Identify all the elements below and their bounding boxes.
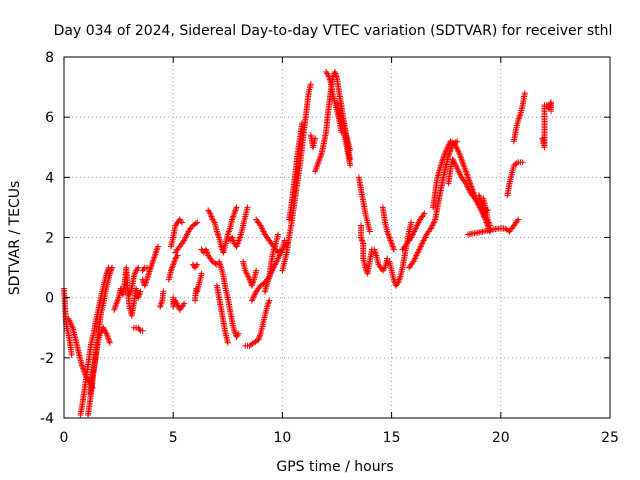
data-point xyxy=(217,261,224,268)
data-point xyxy=(521,90,528,97)
data-point xyxy=(154,245,161,252)
data-point xyxy=(275,231,282,238)
data-point xyxy=(151,254,158,261)
data-point xyxy=(178,219,185,226)
x-axis-title: GPS time / hours xyxy=(276,459,393,475)
y-tick-label: 2 xyxy=(45,231,54,247)
y-tick-label: 6 xyxy=(45,110,54,126)
x-tick-label: 0 xyxy=(60,430,69,446)
y-tick-label: 4 xyxy=(45,170,54,186)
data-point xyxy=(265,300,272,307)
data-point xyxy=(151,252,158,259)
data-point xyxy=(145,271,152,278)
data-point xyxy=(519,159,526,166)
y-tick-label: -2 xyxy=(40,351,54,367)
data-point xyxy=(140,266,147,273)
data-point xyxy=(486,222,493,229)
x-tick-label: 5 xyxy=(169,430,178,446)
data-point xyxy=(516,114,523,121)
data-point xyxy=(359,237,366,244)
data-point xyxy=(149,259,156,266)
data-point xyxy=(548,108,555,115)
data-point xyxy=(225,228,232,235)
data-point xyxy=(149,260,156,267)
data-point xyxy=(136,326,143,333)
x-tick-label: 25 xyxy=(601,430,619,446)
data-point xyxy=(192,220,199,227)
data-point xyxy=(150,257,157,264)
data-point xyxy=(505,227,512,234)
data-point xyxy=(106,339,113,346)
data-point xyxy=(147,265,154,272)
data-point xyxy=(152,249,159,256)
data-point xyxy=(148,263,155,270)
data-point xyxy=(299,120,306,127)
x-tick-label: 10 xyxy=(273,430,291,446)
data-point xyxy=(347,147,354,154)
axis-ticks xyxy=(63,56,611,419)
x-tick-label: 15 xyxy=(383,430,401,446)
data-point xyxy=(143,264,150,271)
data-point xyxy=(253,267,260,274)
data-point xyxy=(174,252,181,259)
y-tick-label: -4 xyxy=(40,411,54,427)
y-tick-label: 8 xyxy=(45,50,54,66)
data-point xyxy=(244,204,251,211)
data-point xyxy=(408,219,415,226)
data-point xyxy=(146,270,153,277)
data-point xyxy=(194,219,201,226)
data-point xyxy=(224,339,231,346)
data-point xyxy=(266,297,273,304)
data-point xyxy=(68,351,75,358)
data-point xyxy=(154,243,161,250)
chart-title: Day 034 of 2024, Sidereal Day-to-day VTE… xyxy=(54,23,613,39)
data-point xyxy=(153,246,160,253)
data-point xyxy=(139,327,146,334)
data-point xyxy=(390,246,397,253)
data-point xyxy=(515,216,522,223)
data-point xyxy=(152,251,159,258)
data-point xyxy=(307,81,314,88)
data-point xyxy=(109,264,116,271)
data-point xyxy=(233,204,240,211)
data-point xyxy=(158,300,165,307)
data-point xyxy=(160,288,167,295)
y-axis-title: SDTVAR / TECUs xyxy=(7,181,23,296)
data-points xyxy=(61,69,555,418)
data-point xyxy=(312,135,319,142)
data-point xyxy=(181,300,188,307)
data-point xyxy=(150,256,157,263)
data-point xyxy=(421,210,428,217)
data-point xyxy=(212,260,219,267)
y-tick-label: 0 xyxy=(45,291,54,307)
data-point xyxy=(366,228,373,235)
data-point xyxy=(144,273,151,280)
data-point xyxy=(384,255,391,262)
data-point xyxy=(235,330,242,337)
data-point xyxy=(153,248,160,255)
data-point xyxy=(214,231,221,238)
data-point xyxy=(347,162,354,169)
x-tick-label: 20 xyxy=(492,430,510,446)
data-point xyxy=(135,264,142,271)
data-point xyxy=(454,138,461,145)
data-point xyxy=(137,288,144,295)
tick-labels: 0 5 10 15 20 25 -4 -2 0 2 4 6 8 xyxy=(40,50,619,446)
data-point xyxy=(277,247,284,254)
data-point xyxy=(198,270,205,277)
data-point xyxy=(194,261,201,268)
data-point xyxy=(513,160,520,167)
